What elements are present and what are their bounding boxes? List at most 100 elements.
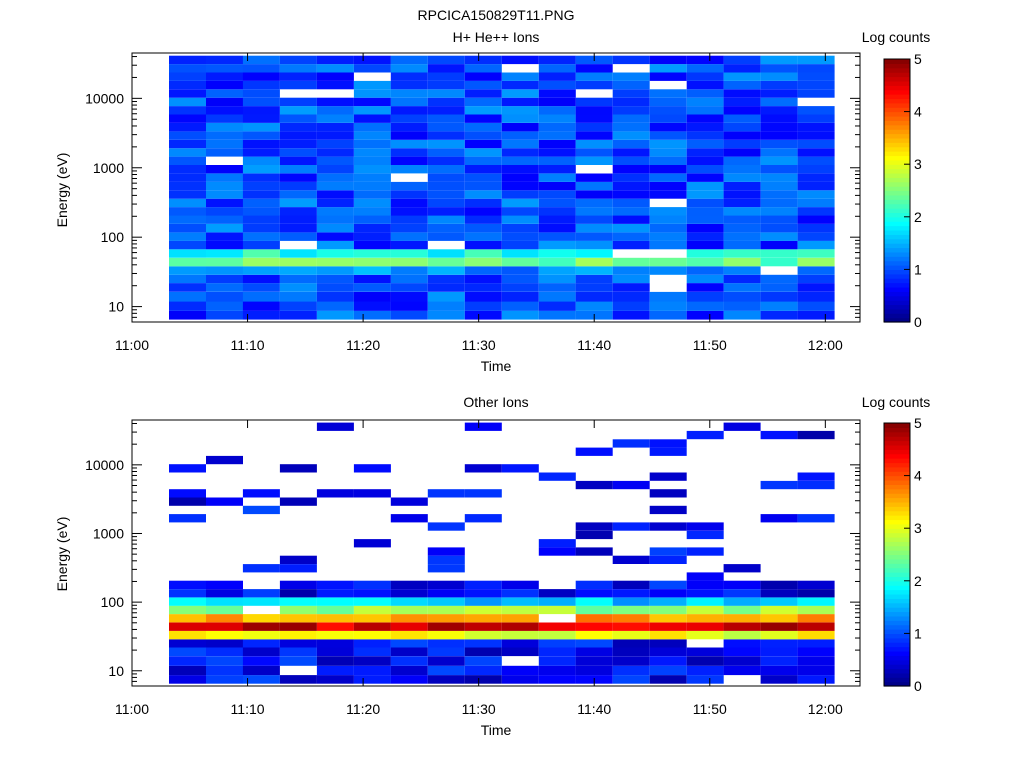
heatmap-cell <box>501 310 539 320</box>
heatmap-cell <box>390 123 428 132</box>
heatmap-cell <box>427 665 465 676</box>
heatmap-cell <box>353 80 391 90</box>
heatmap-cell <box>686 89 724 98</box>
heatmap-cell <box>390 198 428 208</box>
heatmap-cell <box>575 647 613 657</box>
heatmap-cell <box>723 622 761 631</box>
heatmap-cell <box>575 198 613 208</box>
heatmap-cell <box>206 224 243 233</box>
heatmap-cell <box>242 274 280 284</box>
heatmap-cell <box>206 181 243 191</box>
heatmap-cell <box>206 622 243 631</box>
colorbar-swatch <box>884 273 910 279</box>
heatmap-cell <box>538 301 576 311</box>
heatmap-cell <box>169 165 206 174</box>
heatmap-cell <box>760 665 798 676</box>
colorbar-frame <box>883 58 911 323</box>
heatmap-cell <box>575 291 613 302</box>
heatmap-cell <box>723 89 761 98</box>
heatmap-cell <box>169 224 206 233</box>
heatmap-cell <box>169 215 206 224</box>
heatmap-cell <box>427 198 465 208</box>
heatmap-cell <box>353 123 391 132</box>
heatmap-cell <box>206 614 243 623</box>
heatmap-cell <box>206 249 243 258</box>
heatmap-cell <box>538 589 576 598</box>
heatmap-cell <box>169 232 206 241</box>
panel-other-ions-ylabel: Energy (eV) <box>54 517 70 592</box>
heatmap-cell <box>279 274 317 284</box>
heatmap-cell <box>464 89 502 98</box>
heatmap-cell <box>242 647 280 657</box>
heatmap-cell <box>760 198 798 208</box>
heatmap-cell <box>390 64 428 73</box>
heatmap-cell <box>353 64 391 73</box>
colorbar-swatch <box>884 256 910 262</box>
heatmap-cell <box>575 639 613 648</box>
heatmap-cell <box>464 597 502 606</box>
heatmap-cell <box>353 240 391 250</box>
heatmap-cell <box>169 310 206 320</box>
colorbar-swatch <box>884 427 910 433</box>
heatmap-cell <box>760 156 798 165</box>
heatmap-cell <box>390 190 428 199</box>
plot-frame <box>131 52 861 323</box>
heatmap-cell <box>723 72 761 81</box>
heatmap-cell <box>501 173 539 182</box>
colorbar-swatch <box>884 172 910 178</box>
heatmap-cell <box>612 89 650 98</box>
colorbar-swatch <box>884 550 910 556</box>
heatmap-cell <box>464 215 502 224</box>
heatmap-cell <box>575 97 613 107</box>
heatmap-cell <box>390 249 428 258</box>
colorbar-swatch <box>884 458 910 464</box>
heatmap-cell <box>390 114 428 123</box>
heatmap-cell <box>464 181 502 191</box>
heatmap-cell <box>427 656 465 666</box>
heatmap-cell <box>206 665 243 676</box>
heatmap-cell <box>206 597 243 606</box>
heatmap-cell <box>501 232 539 241</box>
heatmap-cell <box>612 257 650 267</box>
colorbar-swatch <box>884 589 910 595</box>
colorbar-swatch <box>884 111 910 117</box>
colorbar-swatch <box>884 142 910 148</box>
heatmap-cell <box>316 274 354 284</box>
heatmap-cell <box>538 106 576 115</box>
heatmap-cell <box>353 274 391 284</box>
heatmap-cell <box>686 97 724 107</box>
heatmap-cell <box>501 675 539 684</box>
heatmap-cell <box>575 64 613 73</box>
heatmap-cell <box>353 257 391 267</box>
heatmap-cell <box>501 266 539 275</box>
heatmap-cell <box>612 123 650 132</box>
heatmap-cell <box>316 114 354 123</box>
heatmap-cell <box>501 224 539 233</box>
heatmap-cell <box>575 249 613 258</box>
colorbar-swatch <box>884 484 910 490</box>
heatmap-cell <box>538 97 576 107</box>
heatmap-cell <box>464 614 502 623</box>
heatmap-cell <box>723 614 761 623</box>
heatmap-cell <box>649 522 687 531</box>
heatmap-cell <box>279 257 317 267</box>
heatmap-cell <box>169 266 206 275</box>
heatmap-cell <box>612 656 650 666</box>
x-tick-label: 11:30 <box>462 701 496 717</box>
figure-title: RPCICA150829T11.PNG <box>418 7 575 23</box>
colorbar-tick-label: 3 <box>914 520 922 536</box>
heatmap-cell <box>686 572 724 581</box>
heatmap-cell <box>242 257 280 267</box>
heatmap-cell <box>279 181 317 191</box>
heatmap-cell <box>464 274 502 284</box>
heatmap-cell <box>464 647 502 657</box>
heatmap-cell <box>575 597 613 606</box>
heatmap-cell <box>206 232 243 241</box>
colorbar-swatch <box>884 444 910 450</box>
heatmap-cell <box>538 647 576 657</box>
colorbar-swatch <box>884 107 910 113</box>
heatmap-cell <box>353 489 391 498</box>
heatmap-cell <box>169 597 206 606</box>
heatmap-cell <box>316 257 354 267</box>
